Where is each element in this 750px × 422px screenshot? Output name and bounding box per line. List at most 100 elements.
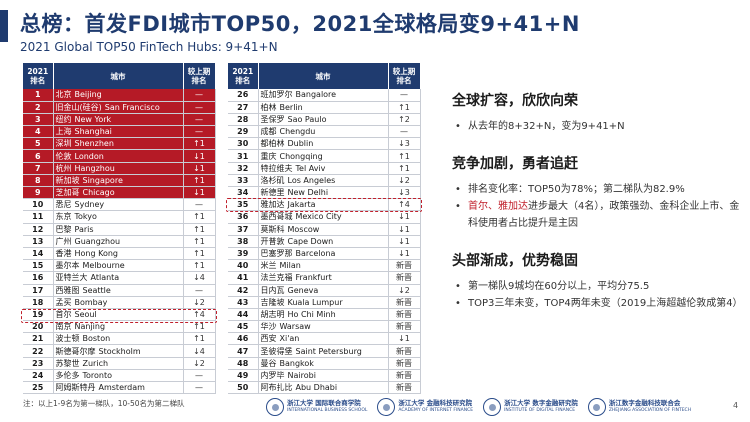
- city-name-cn: 南京: [55, 322, 72, 332]
- city-cell: 新德里 New Delhi: [258, 186, 389, 200]
- table-row: 47 圣彼得堡 Saint Petersburg 新晋: [228, 344, 421, 358]
- city-name-cn: 巴黎: [55, 224, 72, 234]
- rank-cell: 17: [23, 284, 54, 297]
- rank-change-cell: —: [183, 101, 216, 114]
- rank-change-cell: ↓2: [388, 174, 421, 188]
- rank-change-cell: ↑1: [183, 235, 216, 248]
- city-header: 城市: [53, 63, 184, 89]
- table-row: 30 都柏林 Dublin ↓3: [228, 137, 421, 151]
- city-cell: 重庆 Chongqing: [258, 149, 389, 163]
- rank-header: 2021 排名: [23, 63, 54, 89]
- rank-cell: 38: [228, 235, 259, 248]
- city-name-cn: 悉尼: [55, 200, 72, 210]
- rank-cell: 18: [23, 296, 54, 309]
- city-name-en: Los Angeles: [287, 175, 336, 185]
- city-name-en: Zurich: [82, 358, 109, 368]
- rank-change-cell: —: [183, 89, 216, 102]
- rank-change-cell: ↓4: [183, 344, 216, 358]
- city-cell: 新加坡 Singapore: [53, 174, 184, 188]
- rank-change-cell: 新晋: [388, 259, 421, 273]
- rank-change-cell: ↓2: [183, 296, 216, 309]
- city-name-cn: 洛杉矶: [260, 175, 285, 185]
- rank-change-cell: 新晋: [388, 357, 421, 370]
- rank-cell: 19: [23, 308, 54, 322]
- partner-logo: 浙江数字金融科技联合会 ZHEJIANG ASSOCIATION OF FINTE…: [587, 398, 691, 416]
- city-name-en: Milan: [279, 261, 301, 271]
- rank-cell: 16: [23, 271, 54, 285]
- city-cell: 波士顿 Boston: [53, 332, 184, 346]
- city-name-en: Atlanta: [90, 273, 120, 283]
- university-seal-icon: [483, 398, 502, 416]
- table-row: 42 日内瓦 Geneva ↓2: [228, 284, 421, 297]
- rank-cell: 44: [228, 308, 259, 322]
- city-cell: 雅加达 Jakarta: [258, 198, 389, 212]
- bullet-expansion-1: 从去年的8+32+N，变为9+41+N: [452, 118, 742, 135]
- table-row: 13 广州 Guangzhou ↑1: [23, 235, 216, 248]
- city-name-en: Hong Kong: [74, 249, 119, 259]
- logo-name: 浙江大学 金融科技研究院: [398, 399, 473, 407]
- table-row: 3 纽约 New York —: [23, 113, 216, 127]
- city-name-en: Cape Down: [287, 236, 334, 246]
- city-cell: 柏林 Berlin: [258, 101, 389, 114]
- rank-cell: 39: [228, 247, 259, 261]
- rank-cell: 32: [228, 162, 259, 175]
- city-name-cn: 开普敦: [260, 236, 285, 246]
- table-row: 21 波士顿 Boston ↑1: [23, 332, 216, 346]
- rank-change-cell: —: [183, 381, 216, 395]
- insights-panel: 全球扩容，欣欣向荣 从去年的8+32+N，变为9+41+N 竞争加剧，勇者追赶 …: [452, 90, 743, 312]
- rank-change-cell: ↓1: [388, 235, 421, 248]
- city-cell: 香港 Hong Kong: [53, 247, 184, 261]
- table-row: 46 西安 Xi'an ↓1: [228, 332, 421, 346]
- city-name-en: Nanjing: [74, 322, 106, 332]
- city-cell: 圣彼得堡 Saint Petersburg: [258, 344, 389, 358]
- city-name-cn: 阿姆斯特丹: [55, 383, 96, 393]
- city-name-en: Moscow: [287, 224, 320, 234]
- bullet-competition-2: 首尔、雅加达进步最大（4名），政策强劲、金科企业上市、金科使用者占比提升是主因: [452, 198, 742, 232]
- rank-cell: 23: [23, 357, 54, 370]
- rank-change-cell: ↑4: [388, 198, 421, 212]
- city-cell: 曼谷 Bangkok: [258, 357, 389, 370]
- city-name-en: Toronto: [82, 370, 113, 380]
- rank-change-cell: ↑1: [183, 174, 216, 188]
- rank-change-cell: —: [388, 89, 421, 102]
- logo-name: 浙江大学 国际联合商学院: [287, 399, 361, 407]
- rank-cell: 27: [228, 101, 259, 114]
- rank-change-cell: ↑1: [183, 259, 216, 273]
- table-row: 40 米兰 Milan 新晋: [228, 259, 421, 273]
- table-row: 18 孟买 Bombay ↓2: [23, 296, 216, 309]
- city-name-cn: 斯德哥尔摩: [55, 346, 96, 356]
- table-row: 45 华沙 Warsaw 新晋: [228, 320, 421, 334]
- table-row: 4 上海 Shanghai —: [23, 125, 216, 139]
- rank-cell: 1: [23, 89, 54, 102]
- city-cell: 特拉维夫 Tel Aviv: [258, 162, 389, 175]
- city-cell: 日内瓦 Geneva: [258, 284, 389, 297]
- ranking-table-right: 2021 排名 城市 较上期 排名 26 班加罗尔 Bangalore —27 柏林 Berl…: [228, 63, 421, 395]
- rank-change-cell: —: [388, 125, 421, 139]
- rank-change-cell: ↑1: [388, 101, 421, 114]
- rank-cell: 9: [23, 186, 54, 200]
- city-name-cn: 胡志明: [260, 309, 285, 319]
- rank-cell: 11: [23, 210, 54, 224]
- rank-change-cell: 新晋: [388, 344, 421, 358]
- city-name-cn: 圣保罗: [260, 114, 285, 124]
- page-number: 4: [733, 401, 739, 410]
- table-row: 25 阿姆斯特丹 Amsterdam —: [23, 381, 216, 395]
- rank-change-cell: ↑1: [183, 137, 216, 151]
- city-name-en: Jakarta: [287, 200, 316, 210]
- rank-change-cell: ↑1: [388, 149, 421, 163]
- city-name-en: Frankfurt: [295, 273, 332, 283]
- table-row: 11 东京 Tokyo ↑1: [23, 210, 216, 224]
- section-title-leaders: 头部渐成，优势稳固: [452, 253, 578, 269]
- table-row: 23 苏黎世 Zurich ↓2: [23, 357, 216, 370]
- city-name-en: Nairobi: [287, 370, 316, 380]
- city-name-cn: 重庆: [260, 151, 277, 161]
- rank-cell: 4: [23, 125, 54, 139]
- page-subtitle: 2021 Global TOP50 FinTech Hubs: 9+41+N: [20, 40, 278, 54]
- table-row: 33 洛杉矶 Los Angeles ↓2: [228, 174, 421, 188]
- city-cell: 上海 Shanghai: [53, 125, 184, 139]
- city-name-en: Saint Petersburg: [295, 346, 362, 356]
- section-title-expansion: 全球扩容，欣欣向荣: [452, 93, 578, 109]
- footnote: 注：以上1-9名为第一梯队，10-50名为第二梯队: [23, 399, 185, 408]
- city-cell: 纽约 New York: [53, 113, 184, 127]
- partner-logo: 浙江大学 金融科技研究院 ACADEMY OF INTERNET FINANCE: [377, 398, 473, 416]
